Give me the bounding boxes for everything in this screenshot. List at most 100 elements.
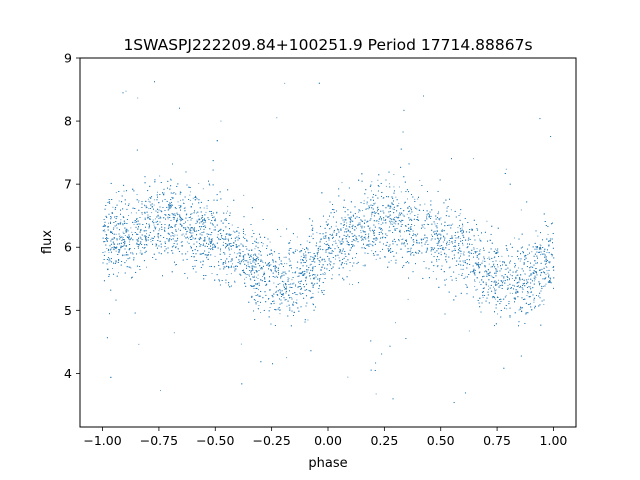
data-point: [446, 278, 447, 280]
data-point: [366, 208, 368, 209]
data-point: [459, 238, 461, 240]
data-point: [549, 262, 551, 264]
data-point: [319, 240, 321, 242]
data-point: [468, 255, 470, 257]
data-point: [239, 260, 241, 262]
data-point: [299, 268, 301, 270]
data-point: [465, 284, 467, 285]
data-point: [424, 203, 426, 205]
data-point: [220, 250, 222, 252]
data-point: [488, 256, 490, 258]
data-point: [309, 297, 311, 299]
data-point: [279, 309, 281, 311]
data-point: [272, 254, 273, 256]
data-point: [295, 285, 296, 287]
data-point: [547, 233, 549, 235]
data-point: [332, 251, 334, 252]
data-point: [285, 287, 287, 289]
data-point: [342, 227, 344, 228]
data-point: [503, 261, 504, 263]
data-point: [511, 278, 513, 279]
data-point: [250, 279, 252, 281]
data-point: [472, 158, 474, 160]
data-point: [147, 214, 149, 216]
data-point: [551, 255, 553, 257]
data-point: [279, 313, 281, 315]
data-point: [385, 219, 387, 220]
data-point: [439, 233, 441, 235]
data-point: [282, 290, 283, 292]
data-point: [462, 225, 464, 227]
data-point: [459, 250, 461, 252]
data-point: [173, 235, 175, 237]
data-point: [155, 226, 157, 228]
data-point: [147, 198, 149, 200]
data-point: [407, 298, 409, 300]
data-point: [296, 299, 298, 301]
data-point: [477, 264, 479, 266]
data-point: [122, 224, 124, 226]
data-point: [493, 257, 495, 259]
data-point: [397, 217, 398, 218]
data-point: [331, 233, 333, 235]
data-point: [232, 263, 234, 265]
data-point: [171, 213, 173, 215]
data-point: [118, 200, 120, 202]
data-point: [466, 284, 468, 286]
data-point: [158, 230, 160, 232]
data-point: [346, 228, 348, 230]
data-point: [395, 322, 396, 324]
data-point: [341, 182, 343, 184]
data-point: [122, 231, 124, 233]
data-point: [125, 231, 127, 233]
data-point: [521, 287, 523, 289]
data-point: [353, 216, 354, 217]
data-point: [394, 217, 395, 218]
data-point: [329, 247, 331, 249]
data-point: [286, 357, 288, 359]
data-point: [183, 208, 185, 209]
data-point: [286, 305, 288, 307]
data-point: [482, 296, 484, 298]
data-point: [377, 206, 379, 208]
data-point: [283, 281, 285, 283]
data-point: [441, 230, 443, 232]
data-point: [137, 97, 139, 99]
data-point: [389, 230, 391, 232]
data-point: [124, 254, 126, 256]
data-point: [258, 305, 260, 307]
data-point: [238, 235, 240, 237]
data-point: [513, 237, 515, 239]
data-point: [108, 261, 110, 263]
data-point: [256, 276, 258, 278]
data-point: [477, 235, 479, 236]
data-point: [276, 275, 277, 277]
data-point: [230, 273, 232, 275]
data-point: [316, 232, 318, 234]
data-point: [150, 239, 152, 240]
data-point: [395, 223, 397, 225]
data-point: [199, 244, 201, 246]
data-point: [257, 256, 259, 258]
data-point: [261, 268, 263, 270]
data-point: [231, 224, 233, 226]
data-point: [140, 250, 142, 252]
data-point: [479, 249, 481, 250]
data-point: [431, 234, 433, 236]
data-point: [152, 219, 154, 221]
data-point: [186, 226, 188, 228]
data-point: [122, 238, 123, 240]
data-point: [377, 210, 378, 212]
data-point: [258, 253, 260, 255]
data-point: [232, 230, 234, 232]
data-point: [383, 219, 385, 221]
data-point: [493, 263, 495, 265]
data-point: [393, 186, 395, 188]
data-point: [141, 213, 143, 215]
data-point: [318, 246, 320, 248]
data-point: [158, 237, 159, 239]
data-point: [252, 230, 254, 232]
data-point: [151, 212, 153, 214]
data-point: [160, 390, 161, 392]
data-point: [391, 220, 392, 222]
